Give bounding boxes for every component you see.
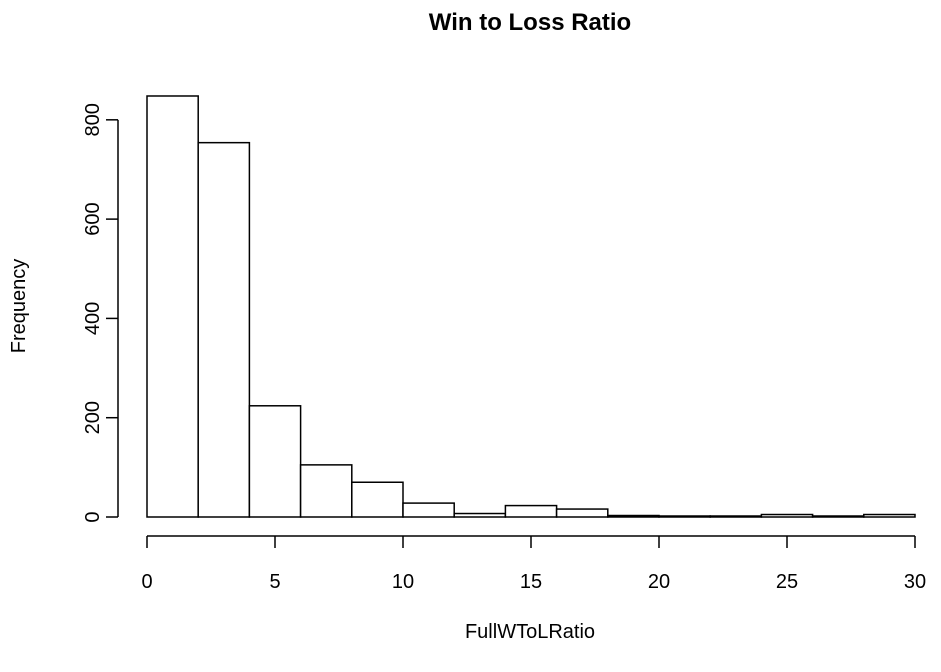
- bars-group: [146, 95, 916, 518]
- histogram-bar: [555, 508, 609, 518]
- y-axis-label: Frequency: [8, 259, 30, 354]
- x-tick-label: 20: [648, 571, 670, 593]
- histogram-bar: [197, 141, 251, 518]
- histogram-bar: [863, 513, 916, 518]
- histogram-bar: [811, 515, 865, 518]
- y-axis: 0 200 400 600 800: [82, 103, 119, 523]
- histogram-bar: [504, 504, 558, 518]
- x-axis-label: FullWToLRatio: [465, 621, 595, 643]
- histogram-bar: [351, 481, 404, 518]
- x-tick-label: 5: [269, 571, 280, 593]
- y-tick-label: 600: [82, 202, 104, 235]
- x-axis: 0 5 10 15 20 25 30: [141, 535, 926, 593]
- x-tick-label: 15: [520, 571, 542, 593]
- y-tick-label: 200: [82, 401, 104, 434]
- x-tick-label: 25: [776, 571, 798, 593]
- histogram-bar: [146, 95, 199, 518]
- y-tick-label: 400: [82, 302, 104, 335]
- x-tick-label: 0: [141, 571, 152, 593]
- histogram-bar: [709, 515, 763, 518]
- x-tick-label: 10: [392, 571, 414, 593]
- y-tick-label: 800: [82, 103, 104, 136]
- histogram-bar: [760, 513, 814, 518]
- chart-title: Win to Loss Ratio: [429, 9, 631, 36]
- histogram-bar: [299, 464, 353, 518]
- histogram-bar: [658, 515, 711, 518]
- histogram-bar: [453, 512, 507, 518]
- histogram-bar: [402, 502, 455, 518]
- y-tick-label: 0: [82, 511, 104, 522]
- histogram-bar: [248, 405, 302, 518]
- histogram-bar: [607, 514, 660, 518]
- x-tick-label: 30: [904, 571, 926, 593]
